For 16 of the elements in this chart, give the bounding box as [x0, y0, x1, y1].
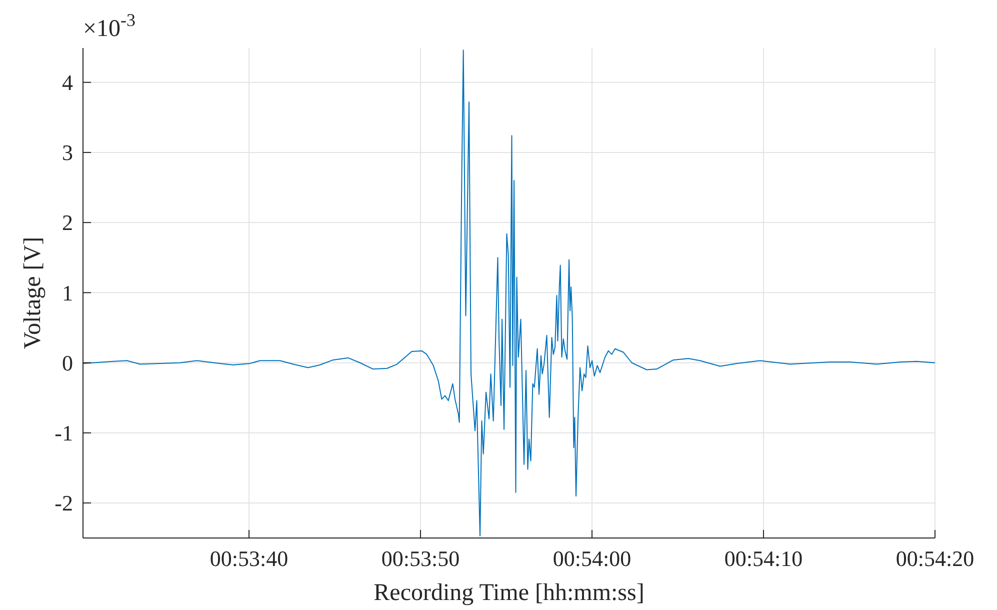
x-tick-label: 00:54:00: [552, 546, 632, 571]
y-tick-label: 2: [62, 210, 73, 236]
y-tick-label: 1: [62, 280, 73, 306]
y-tick-label: 4: [62, 70, 73, 96]
y-axis-title: Voltage [V]: [20, 236, 46, 350]
x-axis-title: Recording Time [hh:mm:ss]: [374, 580, 644, 606]
x-tick-label: 00:53:50: [381, 546, 460, 571]
text: ×10$^{-3}$: [83, 10, 136, 42]
y-tick-label: -2: [54, 490, 73, 516]
x-tick-label: 00:54:10: [724, 546, 803, 571]
y-tick-label: -1: [54, 420, 73, 446]
x-tick-label: 00:53:40: [210, 546, 288, 571]
y-tick-label: 3: [62, 140, 73, 166]
line-series: [83, 50, 935, 536]
y-tick-label: 0: [62, 350, 73, 376]
x-tick-label: 00:54:20: [896, 546, 974, 571]
